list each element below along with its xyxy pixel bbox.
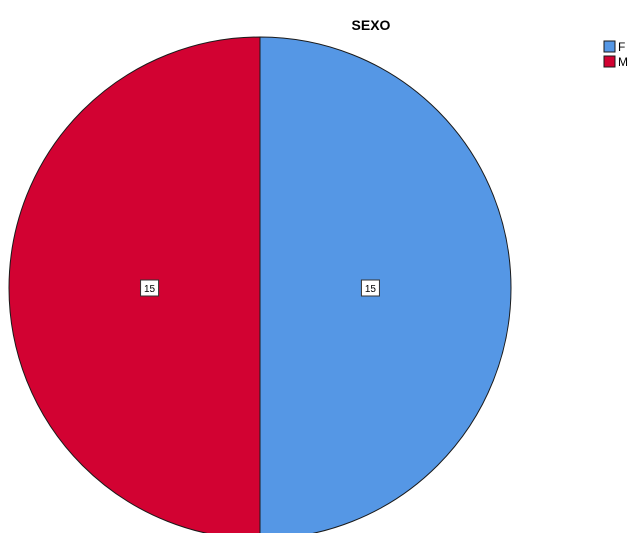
legend-swatch-m (603, 55, 616, 68)
data-label-f: 15 (360, 279, 380, 297)
legend-swatch-f (603, 40, 616, 53)
data-label-box (140, 279, 160, 297)
legend: FM (603, 40, 628, 69)
data-label-box (360, 279, 380, 297)
data-label-m: 15 (140, 279, 160, 297)
pie-slice-f (259, 36, 512, 533)
data-label-text: 15 (365, 284, 377, 295)
chart-title: SEXO (352, 17, 391, 33)
pie-slice-m (8, 36, 261, 533)
data-label-text: 15 (144, 284, 156, 295)
legend-label-f: F (618, 40, 625, 54)
pie-slices (8, 36, 512, 533)
legend-label-m: M (618, 55, 628, 69)
